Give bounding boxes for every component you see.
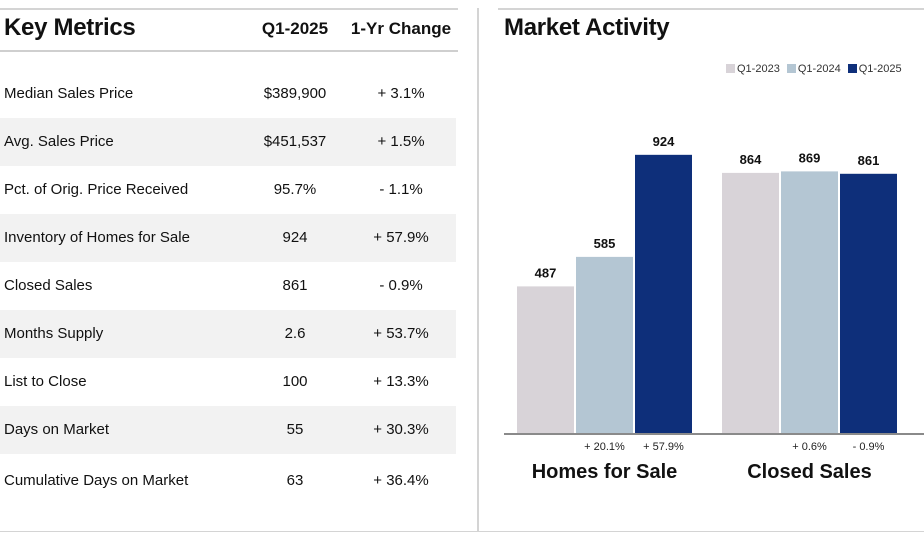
- legend-swatch: [847, 64, 857, 73]
- bar-value-label: 924: [653, 134, 675, 149]
- metric-name: Closed Sales: [4, 277, 93, 294]
- panel-divider: [477, 8, 479, 532]
- metric-change: - 1.1%: [379, 181, 423, 198]
- metric-value: $389,900: [263, 85, 327, 102]
- metric-value: 95.7%: [273, 181, 317, 198]
- change-label: + 57.9%: [643, 441, 684, 453]
- top-rule: [0, 8, 458, 10]
- metric-value: 2.6: [284, 325, 306, 342]
- metric-value: 924: [282, 229, 308, 246]
- legend-item: Q1-2025: [847, 63, 902, 75]
- metric-name: List to Close: [4, 373, 87, 390]
- legend-item: Q1-2024: [786, 63, 841, 75]
- metric-change: + 30.3%: [373, 421, 429, 438]
- key-metrics-title: Key Metrics: [4, 14, 136, 41]
- table-row: Pct. of Orig. Price Received 95.7% - 1.1…: [0, 166, 456, 214]
- bar-q1-2023-closed-sales: [722, 172, 779, 433]
- bar-q1-2023-homes-for-sale: [517, 286, 574, 433]
- bar-q1-2025-homes-for-sale: [635, 154, 692, 433]
- chart-top-rule: [498, 8, 924, 10]
- chart-legend: Q1-2023 Q1-2024 Q1-2025: [726, 63, 906, 75]
- bar-value-label: 487: [535, 265, 557, 280]
- metric-change: + 36.4%: [373, 472, 429, 489]
- metric-value: 55: [286, 421, 304, 438]
- metric-change: - 0.9%: [379, 277, 423, 294]
- metric-name: Avg. Sales Price: [4, 133, 114, 150]
- metrics-table: Median Sales Price $389,900 + 3.1% Avg. …: [0, 70, 456, 508]
- legend-label: Q1-2023: [737, 63, 780, 75]
- bar-value-label: 864: [740, 152, 762, 167]
- metric-name: Pct. of Orig. Price Received: [4, 181, 189, 198]
- metric-name: Days on Market: [4, 421, 110, 438]
- market-activity-chart: 487 585 + 20.1% 924 + 57.9% Homes for Sale 864…: [504, 134, 924, 483]
- table-row: Months Supply 2.6 + 53.7%: [0, 310, 456, 358]
- table-row: Cumulative Days on Market 63 + 36.4%: [0, 454, 456, 508]
- bar-value-label: 585: [594, 236, 616, 251]
- bar-value-label: 861: [858, 153, 880, 168]
- bottom-rule: [0, 531, 924, 532]
- bar-q1-2025-closed-sales: [840, 173, 897, 433]
- change-label: - 0.9%: [853, 441, 885, 453]
- metric-change: + 57.9%: [373, 229, 429, 246]
- table-row: Inventory of Homes for Sale 924 + 57.9%: [0, 214, 456, 262]
- metric-name: Inventory of Homes for Sale: [4, 229, 190, 246]
- metric-change: + 13.3%: [373, 373, 429, 390]
- x-axis-baseline: [504, 433, 924, 435]
- change-label: + 0.6%: [792, 441, 827, 453]
- category-label: Homes for Sale: [532, 461, 678, 483]
- metric-name: Months Supply: [4, 325, 104, 342]
- metric-name: Cumulative Days on Market: [4, 472, 189, 489]
- table-header: Key Metrics Q1-2025 1-Yr Change: [0, 10, 458, 50]
- metric-value: 861: [282, 277, 308, 294]
- metric-change: + 3.1%: [377, 85, 425, 102]
- metric-value: 63: [286, 472, 304, 489]
- chart-title: Market Activity: [504, 14, 670, 41]
- metric-change: + 1.5%: [377, 133, 425, 150]
- table-row: Days on Market 55 + 30.3%: [0, 406, 456, 454]
- category-label: Closed Sales: [747, 461, 872, 483]
- legend-item: Q1-2023: [726, 63, 780, 75]
- metric-name: Median Sales Price: [4, 85, 134, 102]
- change-label: + 20.1%: [584, 441, 625, 453]
- metric-value: 100: [282, 373, 308, 390]
- bar-q1-2024-homes-for-sale: [576, 256, 633, 433]
- period-column-header: Q1-2025: [261, 19, 329, 38]
- table-row: Median Sales Price $389,900 + 3.1%: [0, 70, 456, 118]
- bar-value-label: 869: [799, 150, 821, 165]
- key-metrics-panel: Key Metrics Q1-2025 1-Yr Change Median S…: [0, 0, 458, 532]
- metric-change: + 53.7%: [373, 325, 429, 342]
- table-row: List to Close 100 + 13.3%: [0, 358, 456, 406]
- legend-label: Q1-2025: [858, 63, 902, 75]
- header-rule: [0, 50, 458, 52]
- change-column-header: 1-Yr Change: [350, 19, 452, 38]
- table-row: Avg. Sales Price $451,537 + 1.5%: [0, 118, 456, 166]
- legend-swatch: [786, 64, 796, 73]
- table-row: Closed Sales 861 - 0.9%: [0, 262, 456, 310]
- legend-swatch: [726, 64, 735, 73]
- legend-label: Q1-2024: [797, 63, 841, 75]
- bar-q1-2024-closed-sales: [781, 171, 838, 433]
- metric-value: $451,537: [263, 133, 327, 150]
